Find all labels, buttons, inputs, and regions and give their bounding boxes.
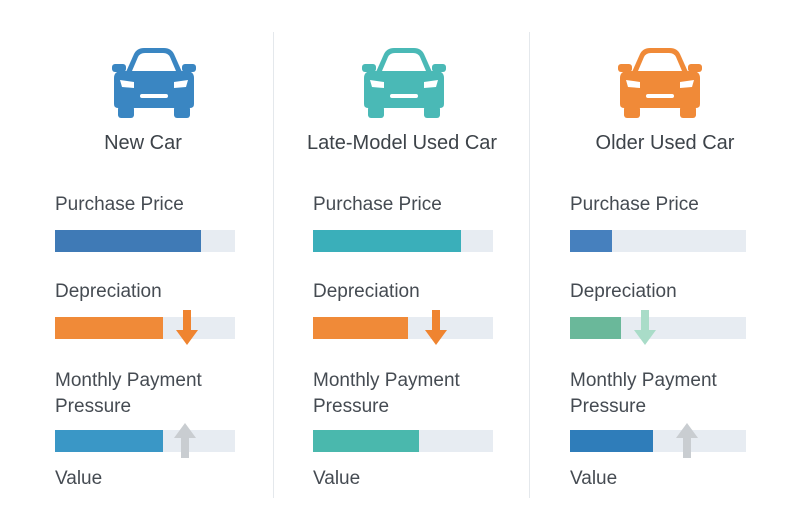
column-title: New Car bbox=[104, 132, 182, 154]
purchase-price-label: Purchase Price bbox=[313, 194, 442, 215]
purchase-price-label: Purchase Price bbox=[570, 194, 699, 215]
purchase-price-bar bbox=[55, 230, 235, 252]
monthly-payment-pressure-label: Monthly Payment Pressure bbox=[313, 370, 460, 417]
purchase-price-bar-fill bbox=[570, 230, 613, 252]
depreciation-label: Depreciation bbox=[570, 281, 677, 302]
purchase-price-bar-fill bbox=[313, 230, 461, 252]
value-label: Value bbox=[570, 468, 618, 489]
monthly-payment-pressure-bar-fill bbox=[570, 430, 653, 452]
depreciation-label: Depreciation bbox=[313, 281, 420, 302]
purchase-price-bar-fill bbox=[55, 230, 201, 252]
column-divider bbox=[273, 32, 274, 498]
car-icon bbox=[610, 42, 710, 122]
monthly-payment-pressure-bar-fill bbox=[55, 430, 163, 452]
car-icon bbox=[354, 42, 454, 122]
monthly-payment-pressure-label: Monthly Payment Pressure bbox=[55, 370, 202, 417]
monthly-payment-pressure-bar bbox=[570, 430, 746, 452]
depreciation-bar bbox=[313, 317, 493, 339]
purchase-price-label: Purchase Price bbox=[55, 194, 184, 215]
car-icon bbox=[104, 42, 204, 122]
column-late-model-used-car: Late-Model Used Car Purchase Price Deprec… bbox=[274, 0, 530, 528]
arrow-up-icon bbox=[676, 422, 698, 463]
monthly-payment-pressure-bar bbox=[313, 430, 493, 452]
arrow-up-icon bbox=[174, 422, 196, 463]
depreciation-bar-fill bbox=[313, 317, 409, 339]
column-title: Late-Model Used Car bbox=[306, 132, 498, 154]
arrow-down-icon bbox=[634, 310, 656, 351]
column-older-used-car: Older Used Car Purchase Price Depreciatio… bbox=[530, 0, 800, 528]
monthly-payment-pressure-bar bbox=[55, 430, 235, 452]
value-label: Value bbox=[313, 468, 361, 489]
purchase-price-bar bbox=[313, 230, 493, 252]
column-title: Older Used Car bbox=[595, 132, 735, 154]
column-new-car: New Car Purchase Price Depreciation Month… bbox=[0, 0, 274, 528]
arrow-down-icon bbox=[425, 310, 447, 351]
depreciation-bar-fill bbox=[570, 317, 622, 339]
value-label: Value bbox=[55, 468, 103, 489]
depreciation-bar bbox=[570, 317, 746, 339]
arrow-down-icon bbox=[176, 310, 198, 351]
depreciation-bar bbox=[55, 317, 235, 339]
column-divider bbox=[529, 32, 530, 498]
depreciation-label: Depreciation bbox=[55, 281, 162, 302]
monthly-payment-pressure-bar-fill bbox=[313, 430, 420, 452]
monthly-payment-pressure-label: Monthly Payment Pressure bbox=[570, 370, 717, 417]
purchase-price-bar bbox=[570, 230, 746, 252]
depreciation-bar-fill bbox=[55, 317, 163, 339]
